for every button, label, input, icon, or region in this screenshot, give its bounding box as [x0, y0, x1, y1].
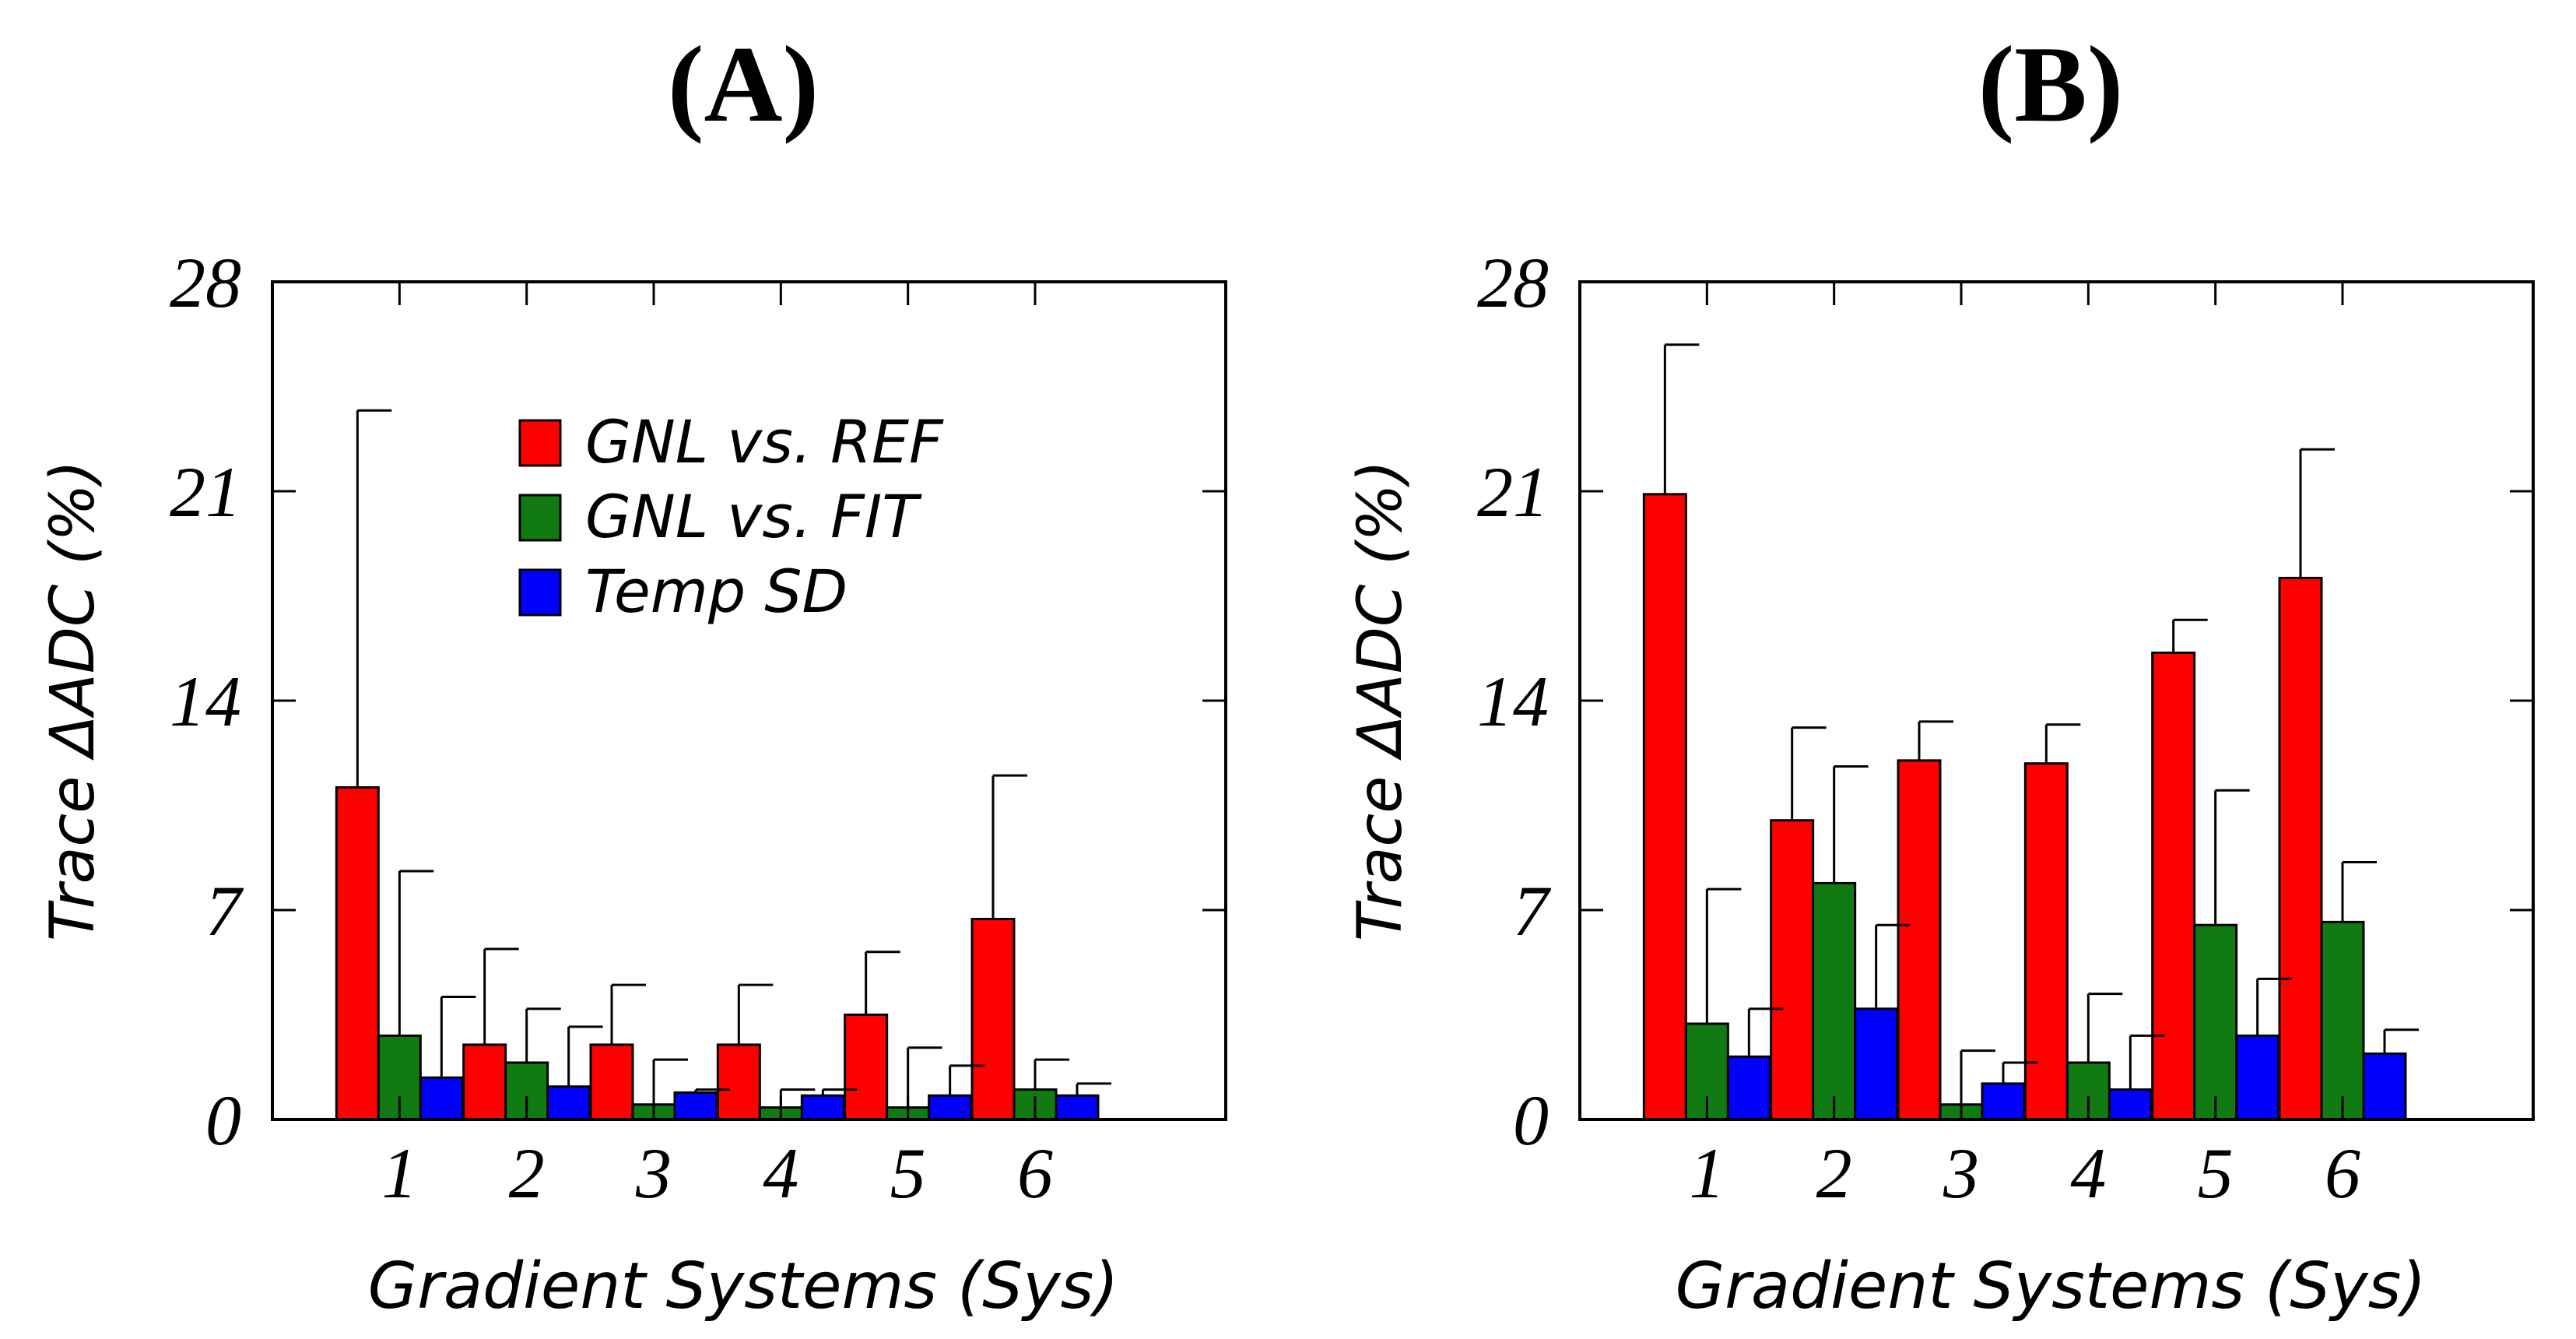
legend-swatch-gnl-ref [518, 419, 562, 467]
panel-a-bar-s2-c5 [1055, 1094, 1100, 1121]
panel-a-y-axis-label: Trace ΔADC (%) [38, 460, 108, 941]
panel-a-ytick-label: 0 [205, 1081, 241, 1160]
panel-b-x-axis-label: Gradient Systems (Sys) [1676, 1249, 2427, 1323]
panel-b: (B) Trace ΔADC (%) Gradient Systems (Sys… [1346, 24, 2535, 1323]
panel-b-bar-s2-c1 [1854, 1007, 1899, 1121]
panel-a-bar-s2-c1 [546, 1085, 591, 1121]
legend-label-temp-sd: Temp SD [585, 557, 848, 626]
panel-a-ytick-label: 21 [170, 452, 241, 532]
legend-label-gnl-fit: GNL vs. FIT [585, 482, 922, 551]
panel-b-bar-s0-c0 [1642, 493, 1687, 1121]
panel-a-xtick-label: 5 [890, 1133, 926, 1213]
panel-a-xtick-label: 6 [1017, 1133, 1053, 1213]
panel-a: (A) Trace ΔADC (%) Gradient Systems (Sys… [38, 24, 1227, 1323]
panel-a-bar-s0-c4 [844, 1014, 889, 1121]
panel-a-xtick-label: 4 [763, 1133, 798, 1213]
panel-a-bar-s2-c2 [673, 1091, 718, 1121]
panel-b-ytick-label: 0 [1513, 1081, 1549, 1160]
panel-a-bar-s0-c5 [970, 918, 1016, 1121]
panel-a-bar-s2-c3 [800, 1094, 845, 1121]
panel-a-bar-s0-c0 [335, 785, 380, 1121]
panel-b-bar-s0-c2 [1897, 759, 1942, 1121]
panel-b-xtick-label: 2 [1816, 1133, 1852, 1213]
panel-a-bar-s2-c0 [419, 1076, 464, 1121]
panel-b-ytick-label: 14 [1477, 662, 1549, 741]
panel-b-bar-s2-c4 [2235, 1034, 2280, 1121]
panel-a-xtick-label: 2 [509, 1133, 545, 1213]
panel-b-bar-s2-c2 [1981, 1082, 2026, 1121]
panel-b-bar-s1-c4 [2193, 923, 2238, 1121]
panel-b-bar-s0-c4 [2151, 652, 2196, 1121]
panel-b-title: (B) [1978, 24, 2124, 145]
panel-a-bar-s0-c2 [589, 1043, 634, 1121]
panel-a-bar-s0-c3 [716, 1043, 761, 1121]
panel-b-ytick-label: 21 [1477, 452, 1549, 532]
panel-b-xtick-label: 5 [2198, 1133, 2234, 1213]
legend-swatch-temp-sd [518, 568, 562, 617]
panel-a-xtick-label: 1 [381, 1133, 417, 1213]
panel-b-bar-s0-c1 [1770, 819, 1815, 1121]
panel-b-bar-s2-c3 [2107, 1088, 2153, 1121]
panel-b-xtick-label: 6 [2325, 1133, 2360, 1213]
panel-a-ytick-label: 14 [170, 662, 241, 741]
panel-b-y-axis-label: Trace ΔADC (%) [1346, 460, 1416, 941]
panel-b-bar-s1-c5 [2320, 920, 2365, 1121]
panel-b-xtick-label: 4 [2070, 1133, 2106, 1213]
legend-swatch-gnl-fit [518, 494, 562, 542]
panel-a-ytick-label: 7 [205, 871, 244, 951]
legend-label-gnl-ref: GNL vs. REF [585, 407, 944, 476]
panel-a-xtick-label: 3 [635, 1133, 672, 1213]
panel-a-bar-s2-c4 [928, 1094, 973, 1121]
panel-b-xtick-label: 3 [1943, 1133, 1979, 1213]
panel-b-bar-s2-c5 [2362, 1052, 2407, 1121]
panel-b-ytick-label: 28 [1477, 243, 1549, 322]
panel-b-bar-s0-c5 [2278, 576, 2323, 1121]
panel-b-xtick-label: 1 [1689, 1133, 1725, 1213]
panel-a-title: (A) [668, 24, 819, 145]
panel-a-bar-s0-c1 [462, 1043, 507, 1121]
panel-b-bar-s1-c1 [1812, 881, 1857, 1121]
panel-b-ytick-label: 7 [1513, 871, 1552, 951]
panel-a-ytick-label: 28 [170, 243, 241, 322]
panel-a-legend: GNL vs. REF GNL vs. FIT Temp SD [518, 407, 944, 626]
panel-b-bar-s0-c3 [2023, 762, 2069, 1121]
panel-b-bar-s2-c0 [1726, 1055, 1771, 1121]
panel-a-x-axis-label: Gradient Systems (Sys) [368, 1249, 1119, 1323]
